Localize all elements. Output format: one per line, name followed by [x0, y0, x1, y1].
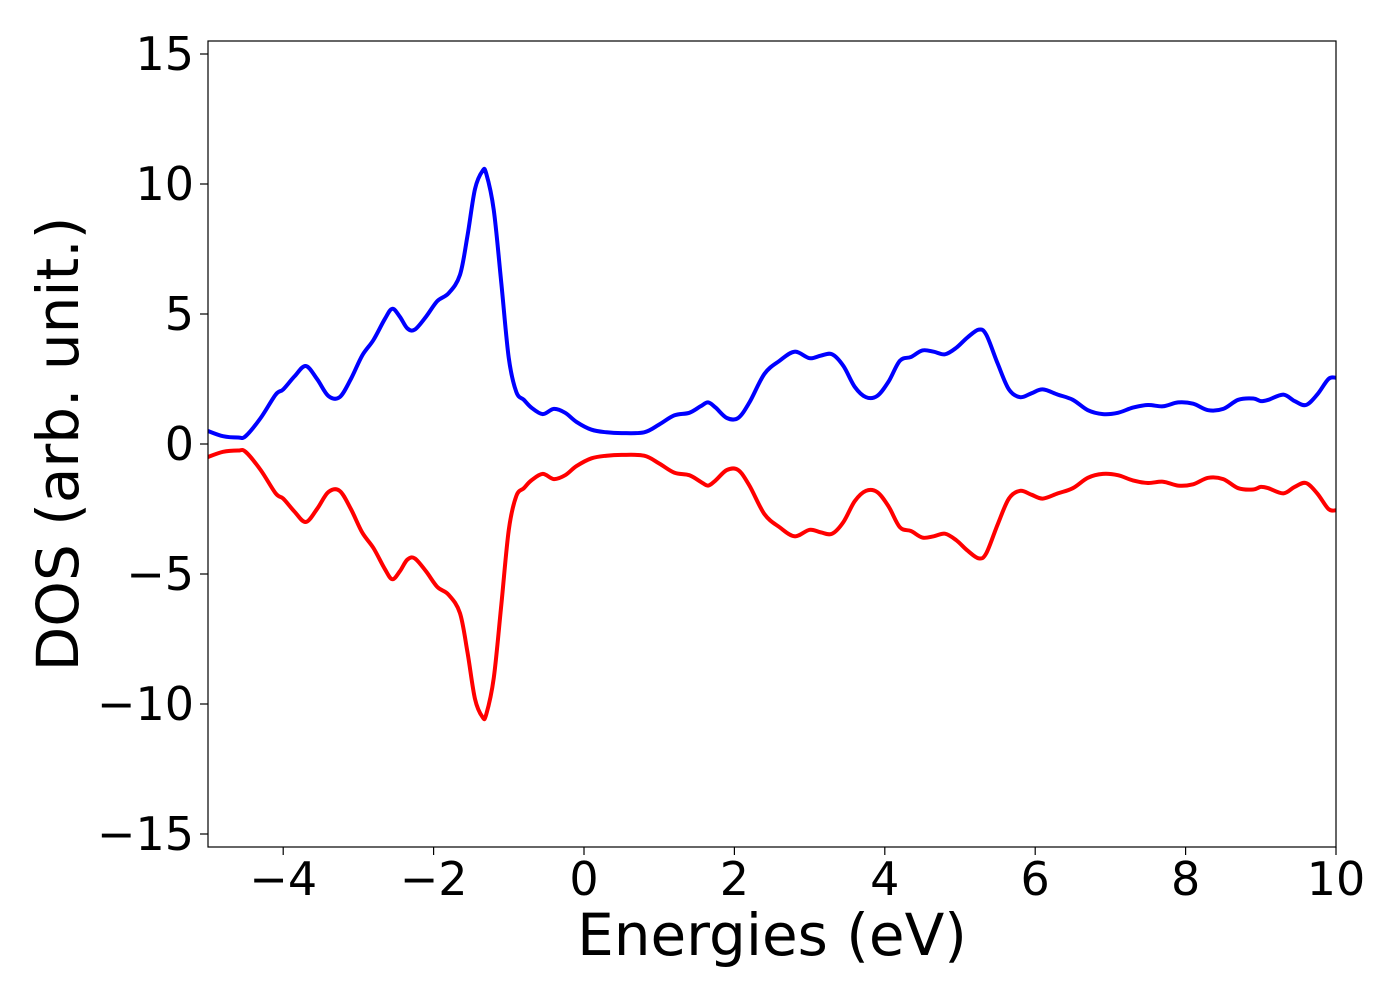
y-tick-label: 15: [135, 27, 194, 81]
y-tick-label: −10: [97, 677, 194, 731]
y-tick-label: 0: [165, 417, 194, 471]
series-line-red: [208, 447, 1336, 722]
x-tick-label: 6: [1021, 852, 1050, 906]
series-layer: [208, 166, 1336, 722]
y-tick-label: −15: [97, 807, 194, 861]
y-tick-label: 5: [165, 287, 194, 341]
x-tick-label: 10: [1307, 852, 1366, 906]
x-tick-label: −2: [400, 852, 468, 906]
x-tick-label: −4: [249, 852, 317, 906]
x-tick-label: 2: [720, 852, 749, 906]
x-axis-label: Energies (eV): [577, 901, 967, 969]
y-axis-label: DOS (arb. unit.): [24, 217, 92, 672]
x-tick-label: 8: [1171, 852, 1200, 906]
x-tick-label: 0: [569, 852, 598, 906]
x-axis: −4 −2 0 2 4 6 8 10: [249, 847, 1365, 906]
y-tick-label: −5: [126, 547, 194, 601]
y-tick-label: 10: [135, 157, 194, 211]
series-line-blue: [208, 166, 1336, 441]
y-axis: −15 −10 −5 0 5 10 15: [97, 27, 208, 861]
x-tick-label: 4: [870, 852, 899, 906]
plot-area-frame: [207, 40, 1337, 848]
